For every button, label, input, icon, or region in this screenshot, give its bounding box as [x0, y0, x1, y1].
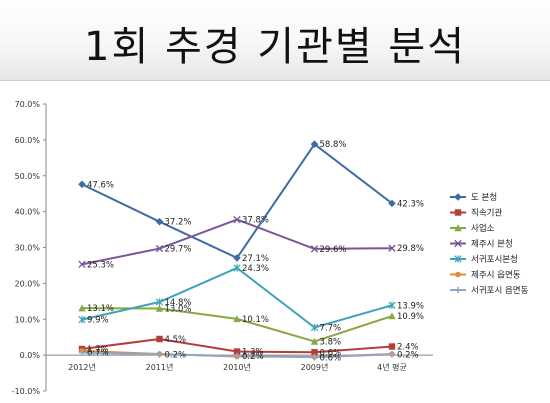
legend-label: 서귀포시본청 [471, 254, 518, 265]
data-label: 58.8% [320, 140, 347, 150]
series-line [81, 142, 393, 260]
y-tick-label: 0.0% [20, 351, 41, 360]
data-point [233, 315, 241, 323]
data-label: 29.8% [397, 244, 424, 254]
data-point [454, 209, 462, 216]
data-label: 29.7% [165, 245, 192, 255]
data-point [388, 244, 396, 252]
data-point [310, 245, 319, 253]
legend-label: 서귀포시 읍면동 [471, 285, 529, 296]
data-point [454, 255, 462, 263]
legend-label: 사업소 [471, 224, 495, 234]
data-label: 14.8% [165, 298, 192, 308]
data-point [310, 323, 319, 332]
y-tick-label: 60.0% [15, 136, 41, 145]
data-point [454, 193, 462, 201]
data-point [155, 298, 164, 306]
y-tick-label: 40.0% [15, 208, 41, 217]
data-label: 9.9% [87, 316, 109, 326]
data-label: 10.1% [242, 315, 269, 325]
data-label: 27.1% [242, 254, 269, 264]
y-tick-label: -10.0% [12, 387, 41, 396]
y-tick-label: 70.0% [15, 100, 41, 109]
data-point [156, 335, 163, 343]
data-point [155, 217, 164, 226]
data-label: 37.2% [165, 218, 192, 228]
data-point [233, 254, 241, 262]
data-label: 0.6% [320, 348, 342, 358]
data-point [233, 352, 241, 360]
legend-label: 도 본청 [471, 193, 497, 203]
data-label: 3.8% [320, 337, 342, 347]
legend-label: 제주시 읍면동 [471, 270, 521, 281]
data-point [155, 244, 164, 253]
data-label: 13.9% [397, 301, 424, 311]
x-tick-label: 4년 평균 [377, 362, 407, 372]
data-point [455, 271, 461, 278]
y-tick-label: 50.0% [15, 172, 41, 181]
data-point [78, 180, 86, 189]
data-label: 13.1% [87, 304, 114, 314]
data-label: 24.3% [242, 264, 269, 274]
data-label: 42.3% [397, 199, 424, 209]
data-point [311, 349, 318, 356]
title-band: 1회 추경 기관별 분석 [0, 0, 550, 81]
data-label: 0.2% [165, 350, 187, 360]
data-label: 47.6% [87, 180, 114, 190]
page-title: 1회 추경 기관별 분석 [84, 24, 466, 70]
data-point [454, 239, 462, 248]
data-label: 0.7% [87, 349, 109, 359]
data-label: 37.8% [242, 216, 269, 226]
data-label: 25.3% [87, 260, 114, 270]
data-label: 7.7% [320, 324, 342, 334]
x-tick-label: 2009년 [301, 362, 329, 372]
data-label: 29.6% [320, 245, 347, 255]
x-tick-label: 2012년 [68, 362, 96, 372]
data-point [454, 224, 462, 232]
y-tick-label: 10.0% [15, 315, 41, 324]
x-tick-label: 2011년 [146, 362, 174, 372]
data-point [78, 304, 86, 312]
data-label: 13.0% [165, 304, 192, 314]
data-point [233, 348, 241, 355]
data-point [388, 312, 396, 320]
data-point [454, 286, 462, 294]
data-label: 1.3% [242, 348, 264, 358]
legend-label: 제주시 본청 [471, 240, 513, 250]
data-point [388, 301, 396, 309]
data-point [388, 351, 396, 358]
data-label: 1.7% [87, 345, 109, 355]
data-point [311, 354, 318, 361]
data-label: 2.4% [397, 343, 419, 353]
data-point [78, 260, 86, 269]
data-point [310, 337, 319, 345]
data-point [388, 199, 396, 208]
data-point [78, 349, 86, 356]
data-point [156, 351, 163, 358]
data-label: 0.6% [320, 353, 342, 363]
data-label: 4.5% [165, 335, 187, 345]
y-tick-label: 20.0% [15, 279, 41, 288]
data-label: 10.9% [397, 312, 424, 322]
series-line [81, 307, 393, 343]
data-label: 0.2% [397, 350, 419, 360]
data-point [310, 140, 319, 148]
data-point [388, 343, 396, 350]
data-point [78, 315, 86, 324]
data-point [233, 264, 241, 272]
y-tick-label: 30.0% [15, 244, 41, 253]
data-point [155, 304, 164, 312]
data-point [233, 215, 241, 224]
x-tick-label: 2010년 [223, 362, 251, 372]
legend-label: 직속기관 [471, 208, 502, 219]
data-label: 0.2% [242, 352, 264, 362]
